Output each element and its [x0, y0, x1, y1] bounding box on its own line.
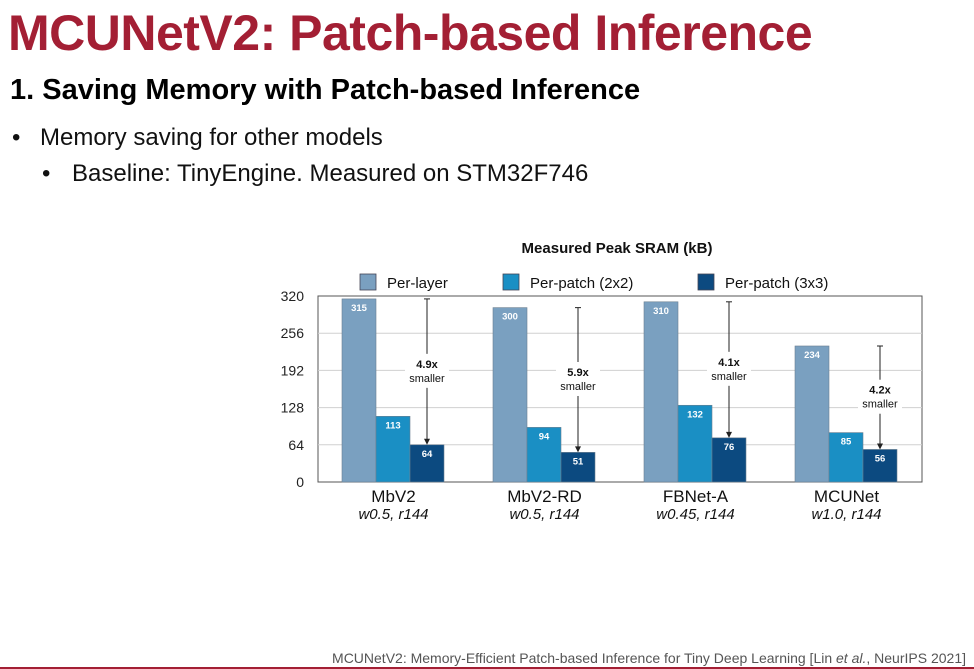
bar-fbnet-a-1 [677, 404, 713, 483]
bar-value-label: 132 [687, 409, 703, 420]
footer-rule [0, 667, 974, 669]
bar-value-label: 300 [502, 312, 518, 323]
bar-mbv2-rd-1 [526, 427, 562, 483]
legend-swatch [502, 273, 520, 291]
x-subtick-label: w1.0, r144 [811, 506, 881, 523]
bullet-dot: • [42, 160, 51, 187]
y-tick-label: 64 [288, 437, 304, 453]
x-subtick-label: w0.45, r144 [656, 506, 734, 523]
annotation-ratio: 4.2x [869, 385, 891, 397]
bar-value-label: 76 [724, 442, 735, 453]
legend-swatch [359, 273, 377, 291]
reduction-arrow-head [877, 443, 883, 450]
annotation-bg [405, 353, 449, 388]
annotation-bg [707, 351, 751, 386]
bar-value-label: 310 [653, 306, 669, 317]
reduction-arrow-head [424, 438, 430, 445]
section-title: 1. Saving Memory with Patch-based Infere… [10, 74, 641, 106]
annotation-ratio: 4.1x [718, 357, 740, 369]
bar-value-label: 85 [841, 437, 852, 448]
bar-fbnet-a-0 [643, 301, 679, 483]
x-tick-label: FBNet-A [663, 487, 729, 506]
y-tick-label: 320 [281, 288, 305, 304]
legend-label: Per-patch (3x3) [725, 275, 828, 292]
citation-prefix: MCUNetV2: Memory-Efficient Patch-based I… [332, 650, 837, 666]
x-subtick-label: w0.5, r144 [509, 506, 579, 523]
x-subtick-label: w0.5, r144 [358, 506, 428, 523]
reduction-arrow-head [726, 431, 732, 438]
citation-footer: MCUNetV2: Memory-Efficient Patch-based I… [332, 650, 966, 666]
bullet-item: • Memory saving for other models [12, 124, 383, 152]
bar-value-label: 56 [875, 453, 886, 464]
bar-value-label: 94 [539, 431, 550, 442]
bar-mbv2-rd-2 [560, 452, 596, 483]
bar-value-label: 51 [573, 456, 584, 467]
bar-mbv2-2 [409, 444, 445, 483]
bar-mcunet-2 [862, 449, 898, 483]
y-tick-label: 128 [281, 400, 305, 416]
annotation-bg [556, 361, 600, 396]
annotation-ratio: 5.9x [567, 367, 589, 379]
annotation-ratio: 4.9x [416, 359, 438, 371]
legend-label: Per-patch (2x2) [530, 275, 633, 292]
bullet-text: Baseline: TinyEngine. Measured on STM32F… [72, 160, 589, 187]
x-tick-label: MCUNet [814, 487, 879, 506]
annotation-text: smaller [862, 399, 898, 411]
bullet-dot: • [12, 124, 21, 151]
bar-mcunet-0 [794, 345, 830, 483]
y-tick-label: 256 [281, 325, 305, 341]
annotation-text: smaller [560, 381, 596, 393]
citation-etal: et al. [836, 650, 867, 666]
bar-mcunet-1 [828, 432, 864, 483]
legend-label: Per-layer [387, 275, 448, 292]
x-tick-label: MbV2-RD [507, 487, 582, 506]
chart-title: Measured Peak SRAM (kB) [522, 240, 713, 257]
y-tick-label: 192 [281, 362, 305, 378]
bar-value-label: 64 [422, 449, 433, 460]
bullet-text: Memory saving for other models [40, 124, 383, 151]
citation-suffix: , NeurIPS 2021] [866, 650, 966, 666]
annotation-text: smaller [711, 371, 747, 383]
bar-value-label: 113 [385, 420, 400, 431]
y-tick-label: 0 [296, 474, 304, 490]
legend-swatch [697, 273, 715, 291]
annotation-text: smaller [409, 373, 445, 385]
bar-value-label: 234 [804, 350, 821, 361]
bar-mbv2-0 [341, 298, 377, 483]
reduction-arrow-head [575, 446, 581, 453]
slide-title: MCUNetV2: Patch-based Inference [8, 5, 813, 61]
x-tick-label: MbV2 [371, 487, 415, 506]
bar-mbv2-rd-0 [492, 307, 528, 483]
annotation-bg [858, 379, 902, 414]
bar-fbnet-a-2 [711, 437, 747, 483]
sub-bullet-item: • Baseline: TinyEngine. Measured on STM3… [42, 160, 589, 188]
bar-value-label: 315 [351, 303, 368, 314]
